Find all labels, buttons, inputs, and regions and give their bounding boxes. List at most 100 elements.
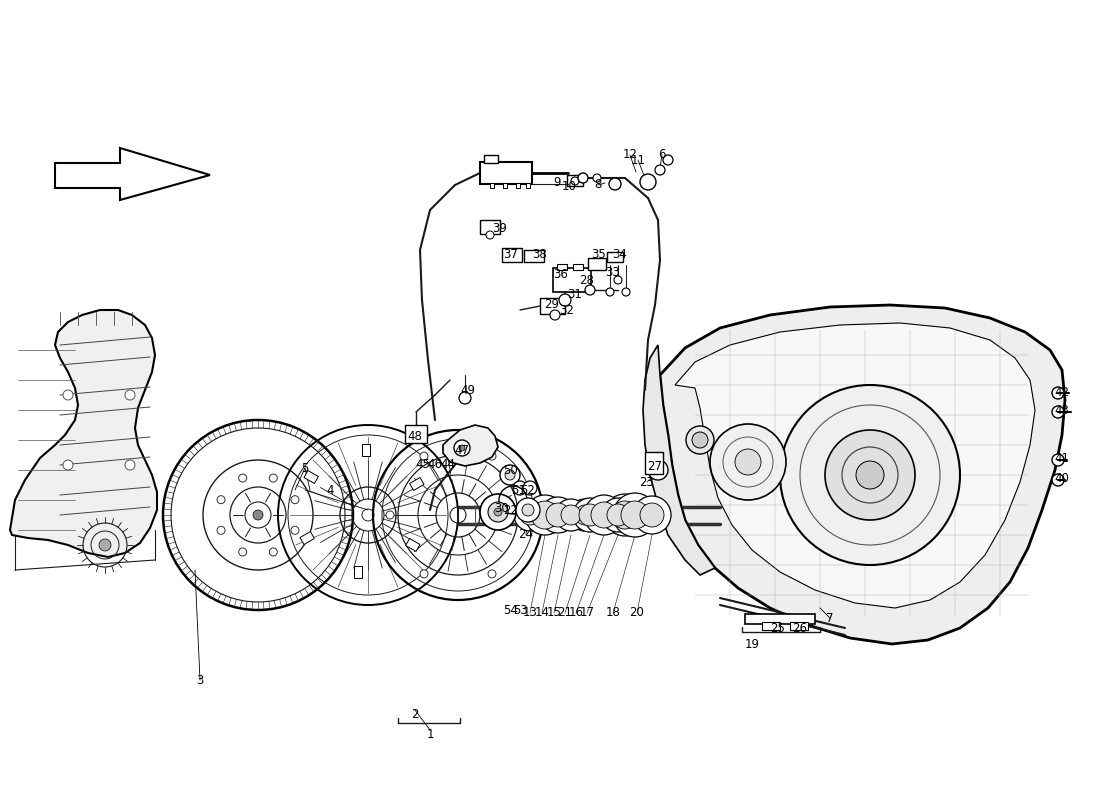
Circle shape	[575, 505, 595, 525]
Circle shape	[488, 502, 508, 522]
Bar	[526, 183, 530, 188]
Text: 37: 37	[504, 249, 518, 262]
Circle shape	[554, 501, 582, 529]
Circle shape	[585, 285, 595, 295]
Bar	[516, 183, 520, 188]
Circle shape	[540, 497, 576, 533]
Bar	[573, 264, 583, 270]
Bar	[484, 155, 498, 163]
Circle shape	[459, 445, 465, 451]
Polygon shape	[660, 305, 1065, 644]
Circle shape	[556, 499, 587, 531]
Text: 32: 32	[560, 303, 574, 317]
Text: 21: 21	[558, 606, 572, 619]
Circle shape	[270, 474, 277, 482]
Bar	[762, 622, 780, 630]
Circle shape	[609, 178, 622, 190]
Text: 46: 46	[428, 458, 442, 471]
Circle shape	[522, 481, 537, 495]
Circle shape	[505, 470, 515, 480]
Circle shape	[239, 548, 246, 556]
Circle shape	[561, 505, 581, 525]
Text: 52: 52	[520, 483, 536, 497]
Circle shape	[546, 503, 570, 527]
Circle shape	[586, 496, 624, 534]
Circle shape	[550, 310, 560, 320]
Circle shape	[635, 505, 654, 525]
Circle shape	[593, 503, 617, 527]
Circle shape	[516, 498, 540, 522]
Circle shape	[217, 496, 226, 504]
Polygon shape	[55, 148, 210, 200]
Circle shape	[520, 505, 540, 525]
Text: 51: 51	[512, 483, 527, 497]
Text: 30: 30	[495, 502, 509, 514]
Text: 7: 7	[826, 611, 834, 625]
Bar	[524, 250, 544, 262]
Circle shape	[486, 231, 494, 239]
Circle shape	[584, 495, 624, 535]
Bar	[540, 298, 565, 314]
Circle shape	[621, 501, 649, 529]
Polygon shape	[644, 345, 715, 575]
Circle shape	[454, 440, 470, 456]
Text: 39: 39	[493, 222, 507, 234]
Circle shape	[522, 511, 530, 519]
Text: 4: 4	[327, 483, 333, 497]
Circle shape	[386, 511, 394, 519]
Circle shape	[663, 155, 673, 165]
Bar	[480, 220, 501, 234]
Circle shape	[640, 174, 656, 190]
Circle shape	[825, 430, 915, 520]
Text: 24: 24	[518, 529, 534, 542]
Circle shape	[614, 276, 622, 284]
Circle shape	[420, 452, 428, 460]
Circle shape	[686, 426, 714, 454]
Circle shape	[125, 460, 135, 470]
Circle shape	[640, 503, 664, 527]
Text: 26: 26	[792, 622, 807, 634]
Text: 54: 54	[504, 603, 518, 617]
Text: 19: 19	[745, 638, 759, 651]
Circle shape	[488, 570, 496, 578]
Text: 1: 1	[427, 729, 433, 742]
Circle shape	[494, 508, 502, 516]
Circle shape	[1052, 474, 1064, 486]
Circle shape	[239, 474, 246, 482]
Bar	[557, 264, 566, 270]
Circle shape	[450, 507, 466, 523]
Bar	[362, 444, 370, 456]
Circle shape	[578, 173, 588, 183]
Text: 6: 6	[658, 149, 666, 162]
Bar	[553, 268, 591, 292]
Circle shape	[692, 432, 708, 448]
Circle shape	[604, 494, 646, 536]
Circle shape	[480, 494, 516, 530]
Bar	[588, 258, 606, 270]
Text: 18: 18	[606, 606, 620, 619]
Circle shape	[99, 539, 111, 551]
Bar	[490, 183, 494, 188]
Circle shape	[559, 294, 571, 306]
Text: 50: 50	[503, 463, 517, 477]
Circle shape	[513, 481, 527, 495]
Text: 44: 44	[440, 458, 455, 471]
Text: 48: 48	[408, 430, 422, 443]
Circle shape	[780, 385, 960, 565]
Text: 17: 17	[580, 606, 594, 619]
Text: 45: 45	[416, 458, 430, 471]
Circle shape	[610, 501, 639, 529]
Text: 8: 8	[594, 178, 602, 191]
Circle shape	[292, 496, 299, 504]
Bar	[480, 162, 532, 184]
Bar	[406, 538, 420, 551]
Text: 3: 3	[196, 674, 204, 686]
Circle shape	[648, 460, 668, 480]
Text: 9: 9	[553, 175, 561, 189]
Circle shape	[632, 496, 671, 534]
Bar	[405, 425, 427, 443]
Circle shape	[217, 526, 226, 534]
Circle shape	[270, 548, 277, 556]
Bar	[607, 252, 623, 262]
Circle shape	[710, 424, 786, 500]
